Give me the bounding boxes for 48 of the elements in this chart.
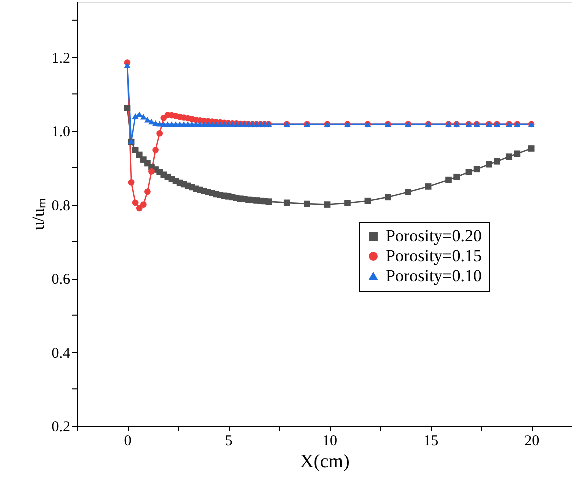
- point: [132, 114, 139, 120]
- point: [528, 146, 535, 152]
- y-tick-label: 1.0: [52, 124, 70, 141]
- legend-label: Porosity=0.15: [386, 246, 482, 266]
- legend-label: Porosity=0.10: [386, 266, 482, 286]
- point: [128, 180, 135, 186]
- point: [152, 147, 159, 154]
- x-tick-label: 20: [524, 434, 540, 450]
- point: [425, 184, 432, 190]
- point: [474, 166, 480, 173]
- point: [124, 105, 131, 112]
- y-tick-label: 1.2: [52, 50, 70, 67]
- y-axis-title: u/uₘ: [28, 198, 48, 230]
- x-tick-label: 0: [124, 434, 132, 450]
- point: [514, 150, 521, 158]
- point: [506, 154, 513, 160]
- x-tick-label: 5: [225, 434, 233, 450]
- y-tick-label: 0.6: [52, 272, 71, 288]
- point: [140, 114, 147, 120]
- point: [446, 176, 452, 184]
- x-tick-label: 15: [424, 434, 439, 450]
- point: [124, 62, 131, 68]
- point: [140, 202, 147, 208]
- point: [266, 198, 272, 205]
- y-tick-label: 0.4: [52, 346, 71, 362]
- y-tick-label: 0.2: [52, 420, 70, 436]
- point: [364, 198, 372, 204]
- point: [132, 200, 139, 206]
- point: [405, 189, 412, 196]
- x-axis-title: X(cm): [300, 452, 350, 472]
- point: [466, 169, 472, 176]
- point: [486, 161, 492, 168]
- point: [454, 174, 460, 180]
- legend-label: Porosity=0.20: [386, 226, 482, 246]
- point: [156, 130, 163, 137]
- point: [132, 147, 139, 154]
- point: [324, 202, 331, 208]
- point: [284, 200, 290, 206]
- y-tick-label: 0.8: [52, 198, 70, 214]
- point: [136, 205, 143, 212]
- point: [344, 200, 351, 206]
- point: [148, 168, 155, 175]
- point: [304, 200, 310, 208]
- point: [144, 188, 151, 196]
- point: [494, 158, 500, 165]
- x-tick-label: 10: [322, 434, 338, 450]
- point: [136, 112, 143, 118]
- point: [384, 194, 392, 201]
